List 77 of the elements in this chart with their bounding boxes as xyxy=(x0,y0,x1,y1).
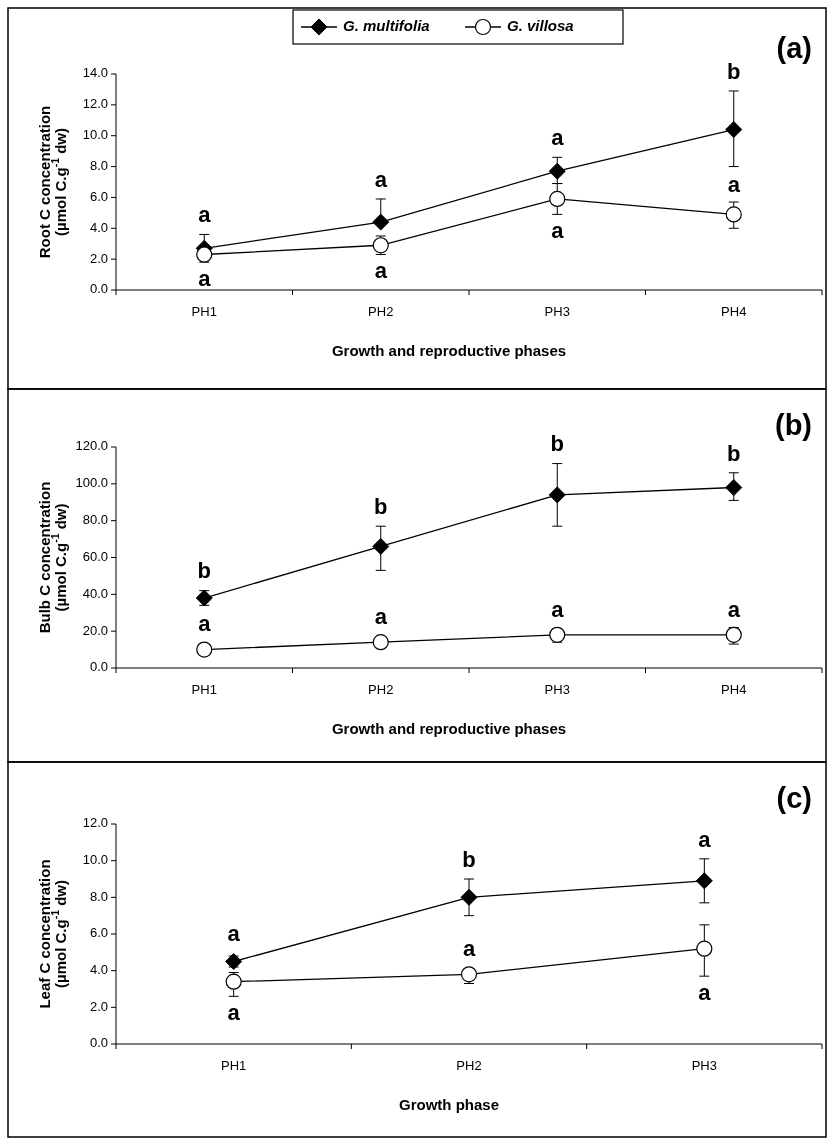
y-tick-label: 2.0 xyxy=(89,998,108,1014)
point xyxy=(725,206,742,223)
point xyxy=(725,121,743,139)
legend-label: G. multifolia xyxy=(343,16,430,34)
point xyxy=(696,940,713,957)
y-tick-label: 4.0 xyxy=(89,962,108,978)
x-tick-label: PH2 xyxy=(368,682,394,698)
y-tick-label: 6.0 xyxy=(89,188,108,204)
y-tick-label: 0.0 xyxy=(89,659,108,675)
x-axis-title: Growth and reproductive phases xyxy=(331,719,567,737)
point xyxy=(725,479,743,497)
y-tick-label: 12.0 xyxy=(82,96,108,112)
y-tick-label: 2.0 xyxy=(89,250,108,266)
point xyxy=(548,162,566,180)
x-tick-label: PH1 xyxy=(221,1058,247,1074)
y-tick-label: 10.0 xyxy=(82,852,108,868)
annotation: a xyxy=(551,125,565,151)
y-tick-label: 20.0 xyxy=(82,622,108,638)
x-tick-label: PH1 xyxy=(191,304,217,320)
annotation: a xyxy=(551,218,565,244)
annotation: a xyxy=(374,258,388,284)
annotation: b xyxy=(550,431,564,457)
annotation: a xyxy=(227,1000,241,1026)
point xyxy=(372,634,389,651)
y-tick-label: 0.0 xyxy=(89,1035,108,1051)
annotation: a xyxy=(698,826,712,852)
y-tick-label: 6.0 xyxy=(89,925,108,941)
chart-title: (c) xyxy=(776,781,812,814)
annotation: a xyxy=(198,266,212,292)
y-tick-label: 80.0 xyxy=(82,512,108,528)
y-tick-label: 120.0 xyxy=(75,438,108,454)
annotation: b xyxy=(462,846,476,872)
annotation: a xyxy=(227,921,241,947)
y-tick-label: 4.0 xyxy=(89,219,108,235)
y-tick-label: 100.0 xyxy=(75,475,108,491)
x-tick-label: PH3 xyxy=(544,304,570,320)
annotation: b xyxy=(727,58,741,84)
point xyxy=(372,213,390,231)
y-tick-label: 0.0 xyxy=(89,281,108,297)
point xyxy=(695,872,713,890)
point xyxy=(548,486,566,504)
annotation: a xyxy=(727,596,741,622)
annotation: a xyxy=(198,202,212,228)
annotation: a xyxy=(462,936,476,962)
chart-title: (b) xyxy=(774,408,812,441)
y-tick-label: 12.0 xyxy=(82,815,108,831)
annotation: a xyxy=(198,611,212,637)
annotation: a xyxy=(551,596,565,622)
y-tick-label: 14.0 xyxy=(82,65,108,81)
point xyxy=(549,190,566,208)
point xyxy=(196,641,213,658)
point xyxy=(225,973,242,990)
annotation: b xyxy=(727,440,741,466)
y-tick-label: 60.0 xyxy=(82,548,108,564)
x-tick-label: PH2 xyxy=(368,304,394,320)
y-tick-label: 10.0 xyxy=(82,127,108,143)
x-tick-label: PH1 xyxy=(191,682,217,698)
annotation: a xyxy=(374,166,388,192)
y-tick-label: 8.0 xyxy=(89,158,108,174)
x-axis-title: Growth phase xyxy=(398,1095,500,1113)
annotation: a xyxy=(727,171,741,197)
y-tick-label: 8.0 xyxy=(89,888,108,904)
annotation: a xyxy=(374,604,388,630)
point xyxy=(372,537,390,555)
annotation: b xyxy=(197,557,211,583)
y-tick-label: 40.0 xyxy=(82,585,108,601)
x-tick-label: PH4 xyxy=(721,304,747,320)
x-axis-title: Growth and reproductive phases xyxy=(331,341,567,359)
x-tick-label: PH3 xyxy=(691,1058,717,1074)
x-tick-label: PH3 xyxy=(544,682,570,698)
point xyxy=(460,888,478,906)
annotation: a xyxy=(698,979,712,1005)
x-tick-label: PH4 xyxy=(721,682,747,698)
chart-title: (a) xyxy=(776,31,812,64)
x-tick-label: PH2 xyxy=(456,1058,482,1074)
legend-label: G. villosa xyxy=(507,16,574,34)
annotation: b xyxy=(374,494,388,519)
